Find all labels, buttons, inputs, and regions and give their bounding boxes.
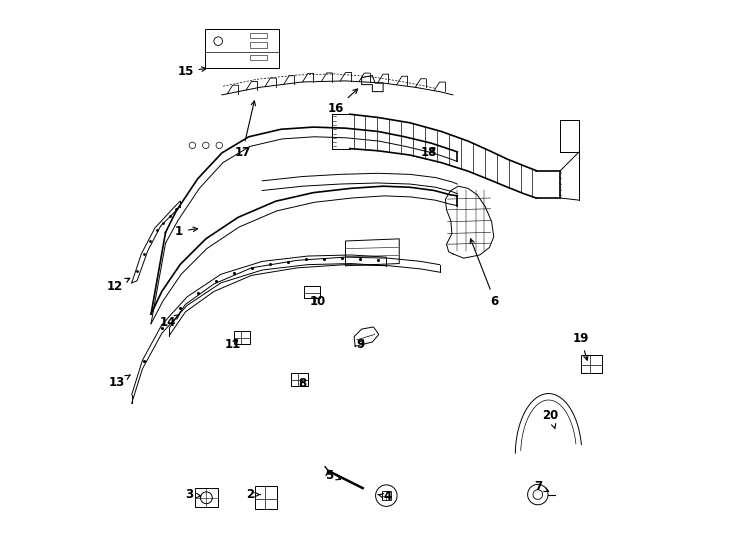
Bar [255, 486, 277, 509]
Text: 14: 14 [160, 314, 179, 329]
Bar [195, 488, 218, 508]
Text: 20: 20 [542, 409, 559, 428]
Text: 5: 5 [325, 469, 341, 482]
Bar [250, 55, 266, 60]
Text: 18: 18 [421, 146, 437, 159]
Text: 17: 17 [234, 101, 255, 159]
Bar [581, 355, 603, 373]
Text: 19: 19 [573, 332, 589, 360]
Bar [250, 42, 266, 48]
Text: 1: 1 [175, 225, 197, 238]
Bar [250, 33, 266, 38]
Text: 8: 8 [299, 377, 307, 390]
Bar [382, 491, 390, 500]
Text: 15: 15 [177, 65, 206, 78]
Bar [291, 373, 308, 386]
Text: 3: 3 [186, 488, 201, 501]
Text: 12: 12 [106, 278, 130, 293]
Bar [233, 331, 250, 344]
Text: 2: 2 [247, 488, 260, 501]
Text: 13: 13 [109, 375, 131, 389]
Text: 16: 16 [327, 89, 357, 116]
Text: 9: 9 [357, 338, 365, 350]
Bar [205, 29, 279, 68]
Text: 4: 4 [378, 490, 391, 503]
Bar [304, 286, 320, 298]
Text: 10: 10 [310, 295, 326, 308]
Text: 11: 11 [225, 338, 241, 350]
Text: 7: 7 [534, 480, 549, 493]
Text: 6: 6 [470, 239, 499, 308]
